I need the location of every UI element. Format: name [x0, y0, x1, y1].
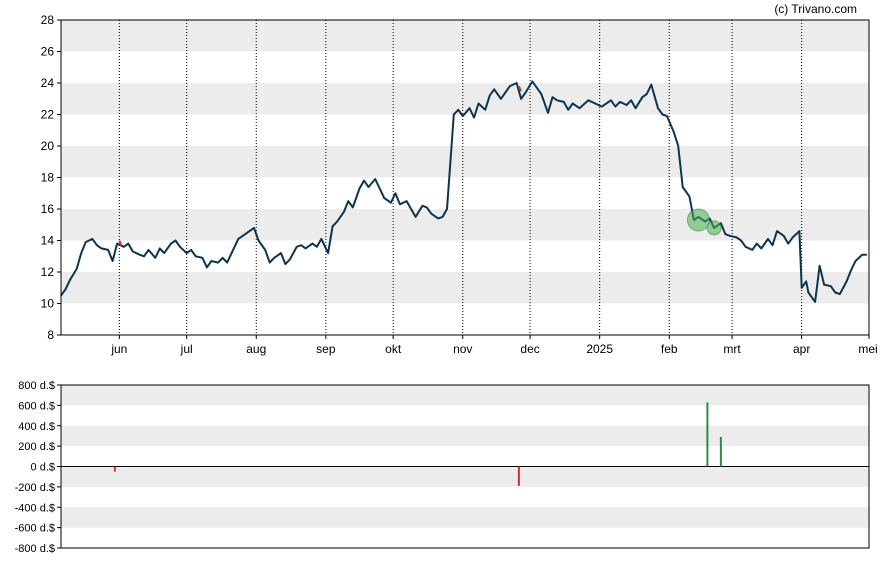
volume-y-tick-label: 400 d.$ [18, 421, 55, 433]
buy-marker [686, 208, 710, 232]
price-x-tick-label: aug [246, 342, 266, 356]
price-y-tick-label: 28 [41, 13, 55, 27]
price-x-tick-label: mei [858, 342, 877, 356]
price-x-tick-label: mrt [723, 342, 741, 356]
volume-band [61, 425, 869, 447]
price-y-tick-label: 26 [41, 45, 55, 59]
volume-y-tick-label: -400 d.$ [15, 502, 55, 514]
volume-y-tick-label: 200 d.$ [18, 441, 55, 453]
price-y-tick-labels: 8 10 12 14 16 18 20 22 24 26 28 [41, 13, 61, 342]
price-y-tick-label: 20 [41, 139, 55, 153]
volume-y-tick-label: 800 d.$ [18, 380, 55, 392]
price-band [61, 83, 869, 115]
volume-y-tick-label: -600 d.$ [15, 523, 55, 535]
volume-band [61, 466, 869, 487]
price-y-tick-label: 14 [41, 234, 55, 248]
price-y-tick-label: 8 [47, 328, 54, 342]
price-x-tick-label: sep [316, 342, 336, 356]
buy-marker [706, 220, 722, 236]
price-x-tick-labels: jun jul aug sep okt nov dec 2025 feb mrt apr mei [110, 335, 878, 356]
volume-bars [113, 402, 722, 486]
price-band [61, 146, 869, 178]
price-band [61, 272, 869, 304]
volume-y-tick-label: 600 d.$ [18, 400, 55, 412]
price-x-tick-label: jul [180, 342, 193, 356]
volume-y-tick-label: -800 d.$ [15, 543, 55, 555]
volume-y-tick-label: 0 d.$ [31, 462, 55, 474]
price-y-tick-label: 24 [41, 76, 55, 90]
price-y-tick-label: 16 [41, 202, 55, 216]
price-background-bands [61, 20, 869, 304]
price-x-tick-label: nov [453, 342, 472, 356]
price-line [60, 80, 867, 303]
price-x-tick-label: apr [793, 342, 810, 356]
price-x-tick-label: jun [110, 342, 127, 356]
credit-text: (c) Trivano.com [774, 2, 857, 16]
volume-y-tick-labels: 800 d.$ 600 d.$ 400 d.$ 200 d.$ 0 d.$ -200 d.… [15, 380, 61, 555]
price-y-tick-label: 12 [41, 265, 55, 279]
volume-plot-frame [60, 384, 870, 549]
price-x-tick-label: okt [385, 342, 402, 356]
price-x-tick-label: feb [661, 342, 678, 356]
volume-y-tick-label: -200 d.$ [15, 482, 55, 494]
price-y-tick-label: 18 [41, 171, 55, 185]
price-plot-frame [60, 19, 870, 336]
price-x-tick-label: 2025 [586, 342, 613, 356]
price-band [61, 209, 869, 241]
volume-background-bands [61, 385, 869, 528]
trade-markers [118, 85, 722, 247]
price-y-tick-label: 10 [41, 297, 55, 311]
price-y-tick-label: 22 [41, 108, 55, 122]
volume-band [61, 385, 869, 406]
price-band [61, 20, 869, 52]
price-chart: 8 10 12 14 16 18 20 22 24 26 28 jun jul aug sep okt nov… [41, 13, 878, 356]
sell-marker [118, 240, 123, 247]
sell-marker [517, 85, 522, 92]
insider-trades-chart: 800 d.$ 600 d.$ 400 d.$ 200 d.$ 0 d.$ -200 d.… [15, 380, 870, 555]
price-x-tick-label: dec [520, 342, 539, 356]
volume-band [61, 507, 869, 528]
